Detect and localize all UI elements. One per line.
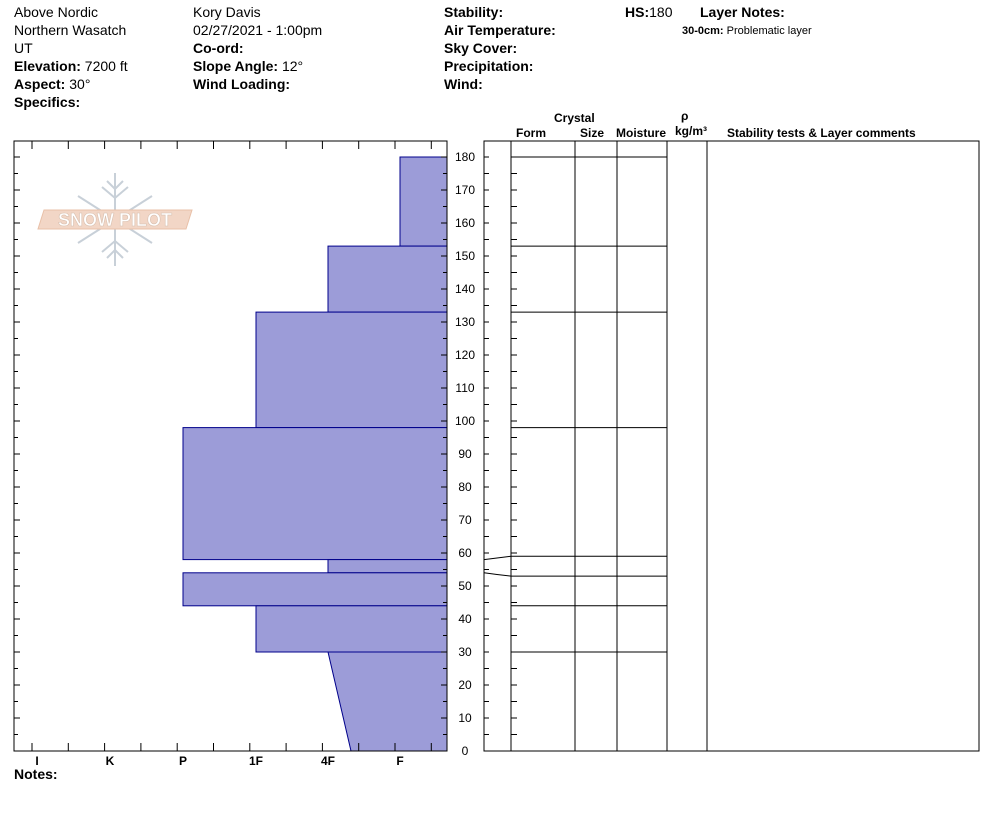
elevation: Elevation: 7200 ft	[14, 58, 128, 74]
precip-label: Precipitation:	[444, 58, 534, 74]
snow-layer	[327, 651, 448, 752]
location: Above Nordic	[14, 4, 99, 20]
col-stability-comments: Stability tests & Layer comments	[727, 126, 916, 140]
snow-layer	[182, 427, 448, 561]
layer-table-frame	[483, 140, 980, 752]
snow-layer	[327, 245, 448, 313]
hardness-label: I	[35, 754, 38, 768]
depth-tick-label: 180	[455, 150, 475, 164]
depth-tick-label: 150	[455, 249, 475, 263]
stability-label: Stability:	[444, 4, 504, 20]
hs-label: HS:	[625, 4, 650, 20]
state: UT	[14, 40, 33, 56]
datetime: 02/27/2021 - 1:00pm	[193, 22, 323, 38]
aspect-value: 30°	[69, 76, 91, 92]
depth-tick-label: 110	[455, 381, 474, 395]
hardness-label: 4F	[321, 754, 335, 768]
layer-note-text: Problematic layer	[726, 25, 812, 37]
boundary-connector	[483, 555, 512, 561]
depth-tick-label: 140	[455, 282, 475, 296]
boundary-connector	[483, 572, 512, 577]
depth-tick-label: 120	[455, 348, 475, 362]
depth-tick-label: 20	[458, 678, 472, 692]
hardness-label: F	[396, 754, 403, 768]
sky-cover-label: Sky Cover:	[444, 40, 518, 56]
depth-tick-label: 40	[458, 612, 472, 626]
hardness-label: K	[106, 754, 115, 768]
depth-tick-label: 60	[458, 546, 472, 560]
observer: Kory Davis	[193, 4, 261, 20]
depth-tick-label: 80	[458, 480, 472, 494]
snow-layer	[255, 311, 448, 429]
snow-layer	[255, 605, 448, 653]
hardness-plot-frame	[13, 140, 448, 752]
layer-note: 30-0cm: Problematic layer	[682, 23, 812, 39]
col-size: Size	[580, 126, 605, 140]
specifics-label: Specifics:	[14, 94, 81, 110]
notes-label: Notes:	[14, 766, 58, 782]
depth-tick-label: 0	[462, 744, 469, 758]
elevation-label: Elevation:	[14, 58, 81, 74]
slope-value: 12°	[281, 58, 304, 74]
depth-tick-label: 170	[455, 183, 475, 197]
snow-layer	[327, 559, 448, 574]
depth-tick-label: 90	[458, 447, 472, 461]
col-density-unit: kg/m³	[675, 124, 708, 138]
snow-layer	[399, 156, 448, 247]
slope-label: Slope Angle:	[193, 58, 279, 74]
depth-tick-label: 160	[455, 216, 475, 230]
air-temp-label: Air Temperature:	[444, 22, 556, 38]
depth-tick-label: 130	[455, 315, 475, 329]
col-form: Form	[516, 126, 546, 140]
layer-note-range: 30-0cm:	[682, 25, 724, 37]
aspect: Aspect: 30°	[14, 76, 90, 92]
depth-tick-label: 50	[458, 579, 472, 593]
aspect-label: Aspect:	[14, 76, 66, 92]
hardness-label: 1F	[249, 754, 263, 768]
depth-tick-label: 70	[458, 513, 472, 527]
depth-tick-label: 100	[455, 414, 475, 428]
col-moisture: Moisture	[616, 126, 667, 140]
hardness-label: P	[179, 754, 187, 768]
hs: HS:180	[625, 4, 672, 20]
snow-layer	[182, 572, 448, 607]
depth-tick-label: 30	[458, 645, 472, 659]
depth-tick-label: 10	[458, 711, 472, 725]
hs-value: 180	[649, 4, 673, 20]
range: Northern Wasatch	[14, 22, 127, 38]
col-rho: ρ	[681, 109, 689, 123]
col-crystal: Crystal	[554, 111, 595, 125]
elevation-value: 7200 ft	[84, 58, 128, 74]
coord-label: Co-ord:	[193, 40, 244, 56]
wind-label: Wind:	[444, 76, 483, 92]
slope-angle: Slope Angle: 12°	[193, 58, 303, 74]
layer-notes-label: Layer Notes:	[700, 4, 785, 20]
wind-loading-label: Wind Loading:	[193, 76, 291, 92]
